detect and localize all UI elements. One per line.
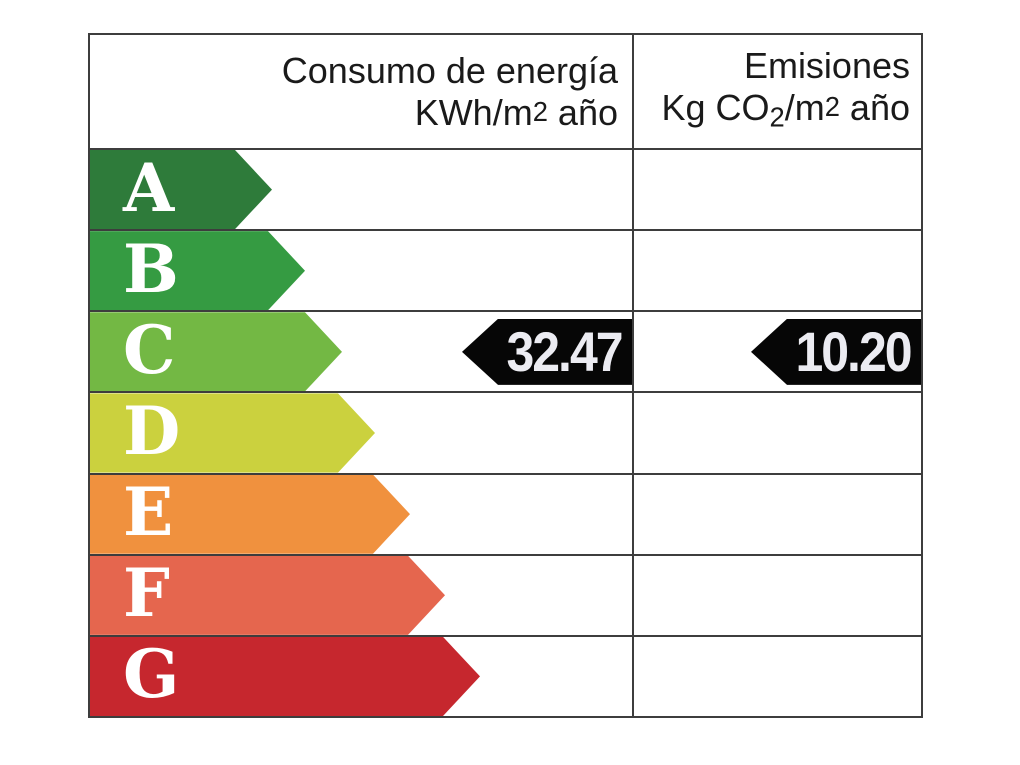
consumption-header-line1: Consumo de energía — [281, 50, 618, 92]
rating-band-f-arrow: F — [90, 556, 445, 635]
emissions-header-line2: Kg CO2/m2 año — [661, 87, 910, 133]
consumption-column-header: Consumo de energía KWh/m2 año — [90, 35, 632, 148]
rating-band-g-arrow: G — [90, 637, 480, 716]
column-divider — [632, 35, 634, 716]
rating-letter-b: B — [123, 229, 179, 308]
co2-subscript: 2 — [769, 101, 785, 133]
rating-letter-c: C — [123, 310, 176, 389]
rating-letter-f: F — [123, 554, 170, 633]
rating-row-c: C 32.47 10.20 — [90, 312, 921, 394]
rating-rows: A B C 32.47 10.20 D E F G — [90, 150, 921, 716]
rating-letter-a: A — [123, 148, 175, 227]
squared-symbol: 2 — [532, 96, 548, 128]
rating-row-b: B — [90, 231, 921, 313]
rating-row-g: G — [90, 637, 921, 716]
rating-band-c-arrow: C — [90, 312, 342, 391]
consumption-value: 32.47 — [506, 320, 623, 384]
rating-letter-d: D — [123, 391, 181, 470]
rating-row-d: D — [90, 393, 921, 475]
energy-label-table: Consumo de energía KWh/m2 año Emisiones … — [88, 33, 923, 718]
rating-band-a-arrow: A — [90, 150, 272, 229]
emissions-value: 10.20 — [795, 320, 912, 384]
squared-symbol: 2 — [824, 91, 840, 123]
rating-band-b-arrow: B — [90, 231, 305, 310]
rating-letter-e: E — [123, 473, 174, 552]
rating-band-e-arrow: E — [90, 475, 410, 554]
rating-row-a: A — [90, 150, 921, 232]
rating-band-d-arrow: D — [90, 393, 375, 472]
emissions-value-arrow: 10.20 — [751, 318, 921, 385]
rating-row-f: F — [90, 556, 921, 637]
consumption-header-line2: KWh/m2 año — [414, 91, 618, 133]
emissions-header-line1: Emisiones — [743, 45, 910, 87]
emissions-column-header: Emisiones Kg CO2/m2 año — [632, 35, 921, 148]
rating-letter-g: G — [123, 635, 180, 714]
table-header: Consumo de energía KWh/m2 año Emisiones … — [90, 35, 921, 150]
consumption-value-arrow: 32.47 — [462, 318, 632, 385]
rating-row-e: E — [90, 475, 921, 556]
